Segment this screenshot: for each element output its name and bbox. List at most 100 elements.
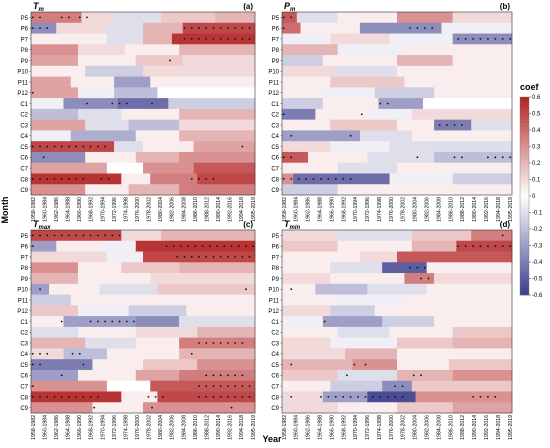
heatmap-cell: [282, 294, 338, 306]
column-label: 1962-1986: [54, 415, 60, 440]
heatmap-cell: [293, 173, 390, 185]
row-label: C3: [271, 341, 279, 347]
column-label: 1982-2006: [425, 415, 431, 440]
significance-marker: [39, 177, 41, 180]
legend-swatch: [520, 97, 529, 101]
significance-marker: [320, 177, 322, 180]
row-label: C2: [271, 331, 279, 337]
significance-marker: [39, 234, 41, 237]
significance-marker: [169, 59, 172, 62]
heatmap-cell: [315, 283, 368, 295]
significance-marker: [241, 395, 244, 398]
row-label: P10: [268, 288, 279, 294]
row-label: C4: [20, 134, 28, 140]
column-label: 1964-1988: [66, 197, 72, 222]
column-label: 1995-2019: [251, 197, 257, 222]
legend-tick-label: -0.2: [532, 227, 543, 233]
significance-marker: [360, 113, 363, 116]
heatmap-cell: [315, 108, 368, 120]
column-label: 1978-2002: [401, 415, 407, 440]
heatmap-cell: [31, 305, 79, 317]
legend-swatch: [520, 139, 529, 144]
heatmap-cell: [161, 230, 256, 242]
legend-swatch: [520, 100, 529, 104]
heatmap-cell: [81, 12, 115, 24]
legend-tick-label: -0.6: [532, 293, 543, 299]
significance-marker: [248, 38, 251, 40]
heatmap-cell: [77, 262, 122, 274]
significance-marker: [125, 320, 128, 323]
significance-marker: [401, 395, 404, 398]
row-label: P6: [21, 245, 29, 251]
significance-marker: [227, 374, 229, 377]
heatmap-cell: [367, 108, 413, 120]
significance-marker: [154, 395, 157, 398]
heatmap-cell: [135, 130, 180, 142]
significance-marker: [53, 234, 56, 237]
legend-swatch: [520, 285, 529, 289]
heatmap-cell: [85, 184, 129, 196]
row-label: P8: [21, 266, 29, 272]
legend-swatch: [520, 123, 529, 127]
column-label: 1970-1994: [353, 197, 359, 222]
row-label: P12: [268, 91, 279, 97]
column-label: 1966-1990: [329, 415, 335, 440]
heatmap-cell: [63, 98, 119, 110]
legend-swatch: [520, 192, 529, 197]
heatmap-cell: [31, 65, 86, 77]
heatmap-cell: [92, 402, 144, 414]
legend-tick-label: 0.6: [532, 95, 541, 101]
significance-marker: [75, 145, 78, 148]
significance-marker: [227, 385, 229, 387]
heatmap-cell: [411, 230, 472, 242]
row-label: C2: [20, 331, 28, 337]
heatmap-cell: [282, 173, 294, 185]
significance-marker: [60, 320, 63, 323]
significance-marker: [151, 102, 153, 105]
significance-marker: [39, 27, 41, 30]
significance-marker: [107, 177, 110, 180]
heatmap-cell: [168, 98, 256, 110]
heatmap-cell: [179, 369, 256, 381]
panel-d: P5 P6 P7 P8 P9 P10 P11 P12 C1 C2 C3 C4 C5 C6 C7 C8 C9195…: [268, 219, 513, 440]
heatmap-cell: [448, 359, 513, 371]
significance-marker: [227, 342, 229, 344]
heatmap-cell: [352, 359, 398, 371]
significance-marker: [241, 256, 244, 258]
legend-swatch: [520, 209, 529, 213]
significance-marker: [327, 177, 330, 180]
column-label: 1988-2012: [460, 415, 466, 440]
heatmap-cell: [337, 65, 398, 77]
heatmap-cell: [157, 87, 256, 99]
significance-marker: [453, 124, 456, 126]
heatmap-cell: [389, 33, 453, 45]
heatmap-cell: [77, 55, 137, 67]
heatmap-cell: [337, 402, 398, 414]
heatmap-cell: [411, 130, 513, 142]
significance-marker: [290, 16, 293, 19]
column-label: 1994-2018: [496, 197, 502, 222]
column-label: 1976-2000: [135, 197, 141, 222]
significance-marker: [212, 374, 215, 377]
significance-marker: [364, 363, 367, 366]
significance-marker: [509, 245, 512, 248]
significance-marker: [201, 245, 204, 248]
column-label: 1968-1992: [341, 415, 347, 440]
significance-marker: [349, 395, 352, 398]
legend-swatch: [520, 225, 529, 230]
heatmap-cell: [404, 273, 435, 285]
significance-marker: [416, 266, 419, 269]
column-label: 1974-1998: [123, 197, 129, 222]
significance-marker: [486, 38, 489, 40]
row-label: C6: [20, 156, 28, 162]
significance-marker: [46, 234, 49, 237]
heatmap-cell: [157, 283, 256, 295]
legend-swatch: [520, 252, 529, 256]
significance-marker: [111, 234, 114, 237]
significance-marker: [241, 38, 244, 40]
heatmap-cell: [282, 130, 361, 142]
significance-marker: [198, 38, 200, 40]
heatmap-cell: [31, 130, 72, 142]
significance-marker: [46, 27, 49, 30]
legend-swatch: [520, 166, 529, 170]
